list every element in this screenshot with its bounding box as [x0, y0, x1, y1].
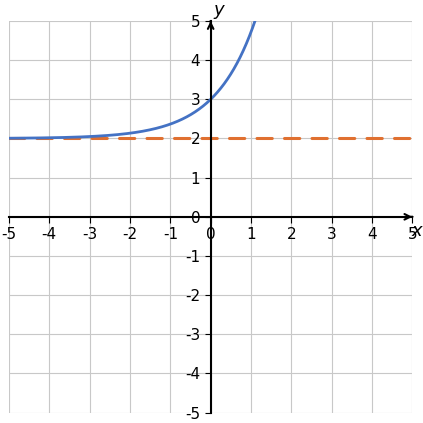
Text: x: x	[412, 222, 423, 239]
Text: y: y	[214, 1, 224, 19]
